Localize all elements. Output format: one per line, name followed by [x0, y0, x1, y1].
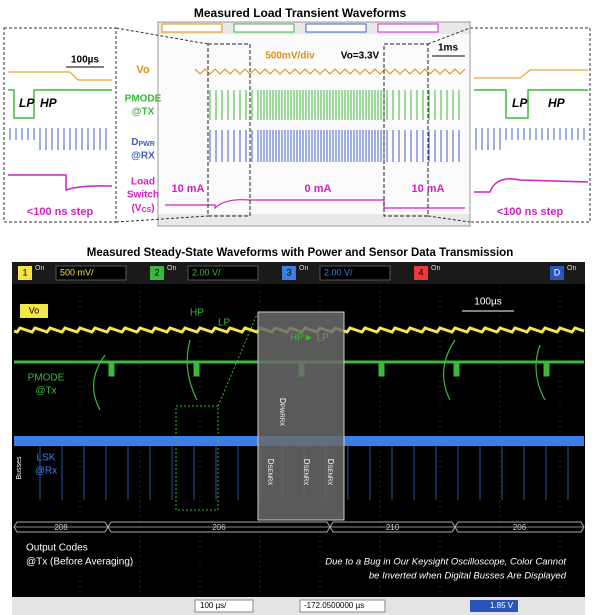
scope-status — [158, 214, 470, 226]
dpwr-label: @RX — [131, 151, 155, 162]
vo-value: Vo=3.3V — [341, 51, 380, 62]
vo-label: Vo — [29, 305, 40, 315]
channel-chip — [306, 24, 366, 32]
channel-state: On — [167, 265, 176, 272]
timebase: 100 µs/ — [200, 601, 227, 610]
subscript: PWR — [138, 141, 154, 148]
channel-number: 4 — [418, 267, 423, 277]
busses-tab: Busses — [16, 456, 23, 479]
top-title: Measured Load Transient Waveforms — [194, 6, 407, 20]
pmode-label: @Tx — [35, 386, 56, 397]
load-label: Load — [131, 177, 155, 188]
bus-code: 206 — [513, 523, 527, 532]
channel-state: On — [567, 265, 576, 272]
channel-number: 3 — [286, 267, 291, 277]
note: Due to a Bug in Our Keysight Oscilloscop… — [325, 557, 566, 568]
bus-code: 206 — [212, 523, 226, 532]
subscript: SENRX — [326, 465, 332, 486]
vdiv-label: 500mV/div — [265, 51, 315, 62]
load-label: (VCS) — [131, 203, 154, 214]
step-label: <100 ns step — [497, 206, 564, 218]
vo-zoom — [8, 72, 112, 80]
subscript: CS — [141, 207, 151, 214]
channel-chip — [234, 24, 294, 32]
time-scale: 1ms — [438, 43, 458, 54]
output-codes: Output Codes — [26, 543, 88, 554]
current-label: 0 mA — [305, 183, 332, 195]
channel-number: 2 — [154, 267, 159, 277]
channel-state: On — [299, 265, 308, 272]
d: D — [131, 137, 138, 148]
lsk-label: LSK — [37, 453, 56, 464]
current-label: 10 mA — [171, 183, 204, 195]
channel-number: 1 — [22, 267, 27, 277]
channel-chip — [378, 24, 438, 32]
channel-state: On — [35, 265, 44, 272]
load-zoom — [8, 175, 112, 190]
trigger: 1.85 V — [490, 601, 514, 610]
vo-label: Vo — [136, 64, 150, 76]
vo-zoom — [474, 70, 588, 78]
bus-code: 208 — [54, 523, 68, 532]
hp-label: HP — [190, 308, 204, 319]
delay: -172.0500000 µs — [304, 601, 364, 610]
pmode-label: PMODE — [28, 373, 65, 384]
current-label: 10 mA — [411, 183, 444, 195]
output-codes: @Tx (Before Averaging) — [26, 557, 133, 568]
left-zoom-frame — [4, 28, 116, 222]
pmode-label: PMODE — [125, 94, 162, 105]
lp-label: LP — [218, 318, 231, 329]
pmode-label: @TX — [132, 107, 155, 118]
paren: ) — [151, 203, 154, 214]
load-label: Switch — [127, 190, 159, 201]
subscript: SENRX — [302, 465, 308, 486]
channel-number: D — [554, 267, 561, 277]
pmode-zoom — [474, 90, 588, 118]
right-zoom-frame — [470, 28, 590, 222]
step-label: <100 ns step — [27, 206, 94, 218]
hp-lp-label: HP► LP — [290, 333, 329, 344]
vcs: (V — [131, 203, 141, 214]
load-zoom — [474, 179, 588, 192]
bus-code: 210 — [386, 523, 400, 532]
lp-label: LP — [19, 96, 35, 110]
lp-label: LP — [512, 96, 528, 110]
subscript: PWRRX — [278, 404, 284, 426]
figure: Measured Load Transient Waveforms 100µs … — [0, 0, 595, 615]
time-scale: 100µs — [474, 297, 501, 308]
bottom-title: Measured Steady-State Waveforms with Pow… — [87, 247, 513, 259]
dpwr-label: DPWR — [131, 137, 155, 148]
hp-label: HP — [548, 96, 566, 110]
channel-scale: 2.00 V/ — [324, 267, 353, 277]
time-scale: 100µs — [71, 55, 99, 66]
hp-label: HP — [40, 96, 58, 110]
lsk-label: @Rx — [35, 466, 57, 477]
channel-scale: 500 mV/ — [60, 267, 94, 277]
note: be Inverted when Digital Busses Are Disp… — [369, 571, 567, 582]
channel-scale: 2.00 V/ — [192, 267, 221, 277]
channel-chip — [162, 24, 222, 32]
channel-state: On — [431, 265, 440, 272]
subscript: SENRX — [266, 465, 272, 486]
page: {"top": { "title": "Measured Load Transi… — [0, 0, 595, 615]
